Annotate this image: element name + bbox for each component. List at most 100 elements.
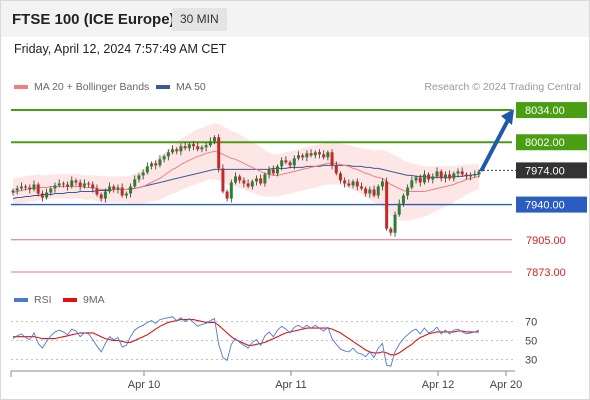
candle-body: [179, 146, 183, 152]
candle-body: [250, 181, 254, 187]
candle-body: [213, 137, 217, 142]
candle-body: [95, 188, 99, 195]
candle-body: [204, 145, 208, 148]
candle-body: [217, 137, 221, 169]
candle-body: [359, 186, 363, 189]
bollinger-band: [13, 123, 479, 221]
candle-body: [301, 155, 305, 158]
candle-body: [103, 191, 107, 199]
target-arrow-icon: [501, 109, 514, 126]
candle-body: [439, 171, 443, 179]
candle-body: [418, 177, 422, 183]
level-box-8034.00: [516, 102, 587, 119]
candle-body: [192, 144, 196, 147]
legend-ma50: MA 50: [156, 81, 206, 93]
x-tick-label: Apr 10: [128, 379, 160, 391]
candle-body: [317, 152, 321, 155]
candle-body: [28, 187, 32, 190]
candle-body: [288, 162, 292, 166]
rsi-line: [12, 316, 480, 367]
level-box-7940.00: [516, 196, 587, 213]
legend-9ma-label: 9MA: [83, 294, 105, 306]
candle-body: [154, 163, 158, 166]
candle-body: [452, 173, 456, 179]
timeframe-badge[interactable]: 30 MIN: [172, 8, 227, 31]
candle-body: [124, 193, 128, 196]
candle-body: [443, 174, 447, 179]
candle-body: [196, 146, 200, 150]
candle-body: [49, 188, 53, 193]
candle-body: [187, 144, 191, 149]
candle-body: [150, 163, 154, 167]
candle-body: [296, 155, 300, 159]
candle-body: [427, 174, 431, 180]
candle-body: [166, 152, 170, 157]
candle-body: [271, 169, 275, 174]
candle-body: [242, 180, 246, 184]
candle-body: [372, 189, 376, 196]
candle-body: [309, 153, 313, 156]
candle-body: [343, 180, 347, 184]
candle-body: [116, 187, 120, 190]
candle-body: [74, 180, 78, 183]
candle-body: [234, 176, 238, 183]
candle-body: [15, 188, 19, 191]
candle-body: [208, 141, 212, 146]
candle-body: [158, 159, 162, 166]
rsi-9ma-line: [13, 319, 479, 356]
candle-body: [82, 183, 86, 187]
level-label-7974.00: 7974.00: [525, 165, 565, 177]
candle-body: [322, 154, 326, 158]
candle-body: [313, 152, 317, 156]
candle-body: [435, 171, 439, 177]
candle-body: [24, 186, 28, 188]
candle-body: [401, 195, 405, 204]
rsi-ma-swatch-icon: [63, 298, 77, 303]
candle-body: [347, 183, 351, 186]
level-box-8002.00: [516, 134, 587, 151]
candle-body: [284, 160, 288, 163]
candle-body: [171, 149, 175, 153]
candle-body: [469, 175, 473, 177]
candle-body: [61, 183, 65, 185]
candle-body: [456, 171, 460, 174]
candle-body: [87, 183, 91, 185]
candle-body: [145, 166, 149, 173]
candle-body: [162, 156, 166, 160]
candle-body: [368, 189, 372, 194]
candle-body: [338, 173, 342, 181]
ma20-line: [12, 150, 480, 193]
candle-body: [246, 183, 250, 187]
candle-body: [183, 146, 187, 149]
candle-body: [53, 185, 57, 189]
candle-body: [460, 171, 464, 175]
candle-body: [91, 184, 95, 189]
candle-body: [380, 181, 384, 187]
candle-body: [200, 147, 204, 150]
target-arrow-shaft: [480, 118, 510, 172]
legend-rsi: RSI: [14, 294, 52, 306]
level-label-8034.00: 8034.00: [525, 105, 565, 117]
candle-body: [19, 186, 23, 189]
candle-body: [36, 184, 40, 194]
candle-body: [280, 160, 284, 167]
candle-body: [108, 186, 112, 192]
candle-body: [175, 149, 179, 152]
candle-body: [133, 179, 137, 187]
candle-body: [129, 186, 133, 194]
candle-body: [376, 186, 380, 196]
candle-body: [448, 174, 452, 179]
legend-ma20: MA 20 + Bollinger Bands: [14, 81, 149, 93]
rsi-swatch-icon: [14, 298, 28, 303]
rsi-tick-label: 50: [525, 336, 537, 348]
x-tick-label: Apr 11: [275, 379, 307, 391]
candle-body: [225, 191, 229, 199]
rsi-tick-label: 70: [525, 317, 537, 329]
candle-body: [254, 178, 258, 182]
instrument-title: FTSE 100 (ICE Europe): [12, 11, 175, 28]
candle-body: [66, 184, 70, 187]
candle-body: [414, 177, 418, 181]
level-box-7974.00: [516, 162, 587, 179]
candle-body: [70, 180, 74, 187]
